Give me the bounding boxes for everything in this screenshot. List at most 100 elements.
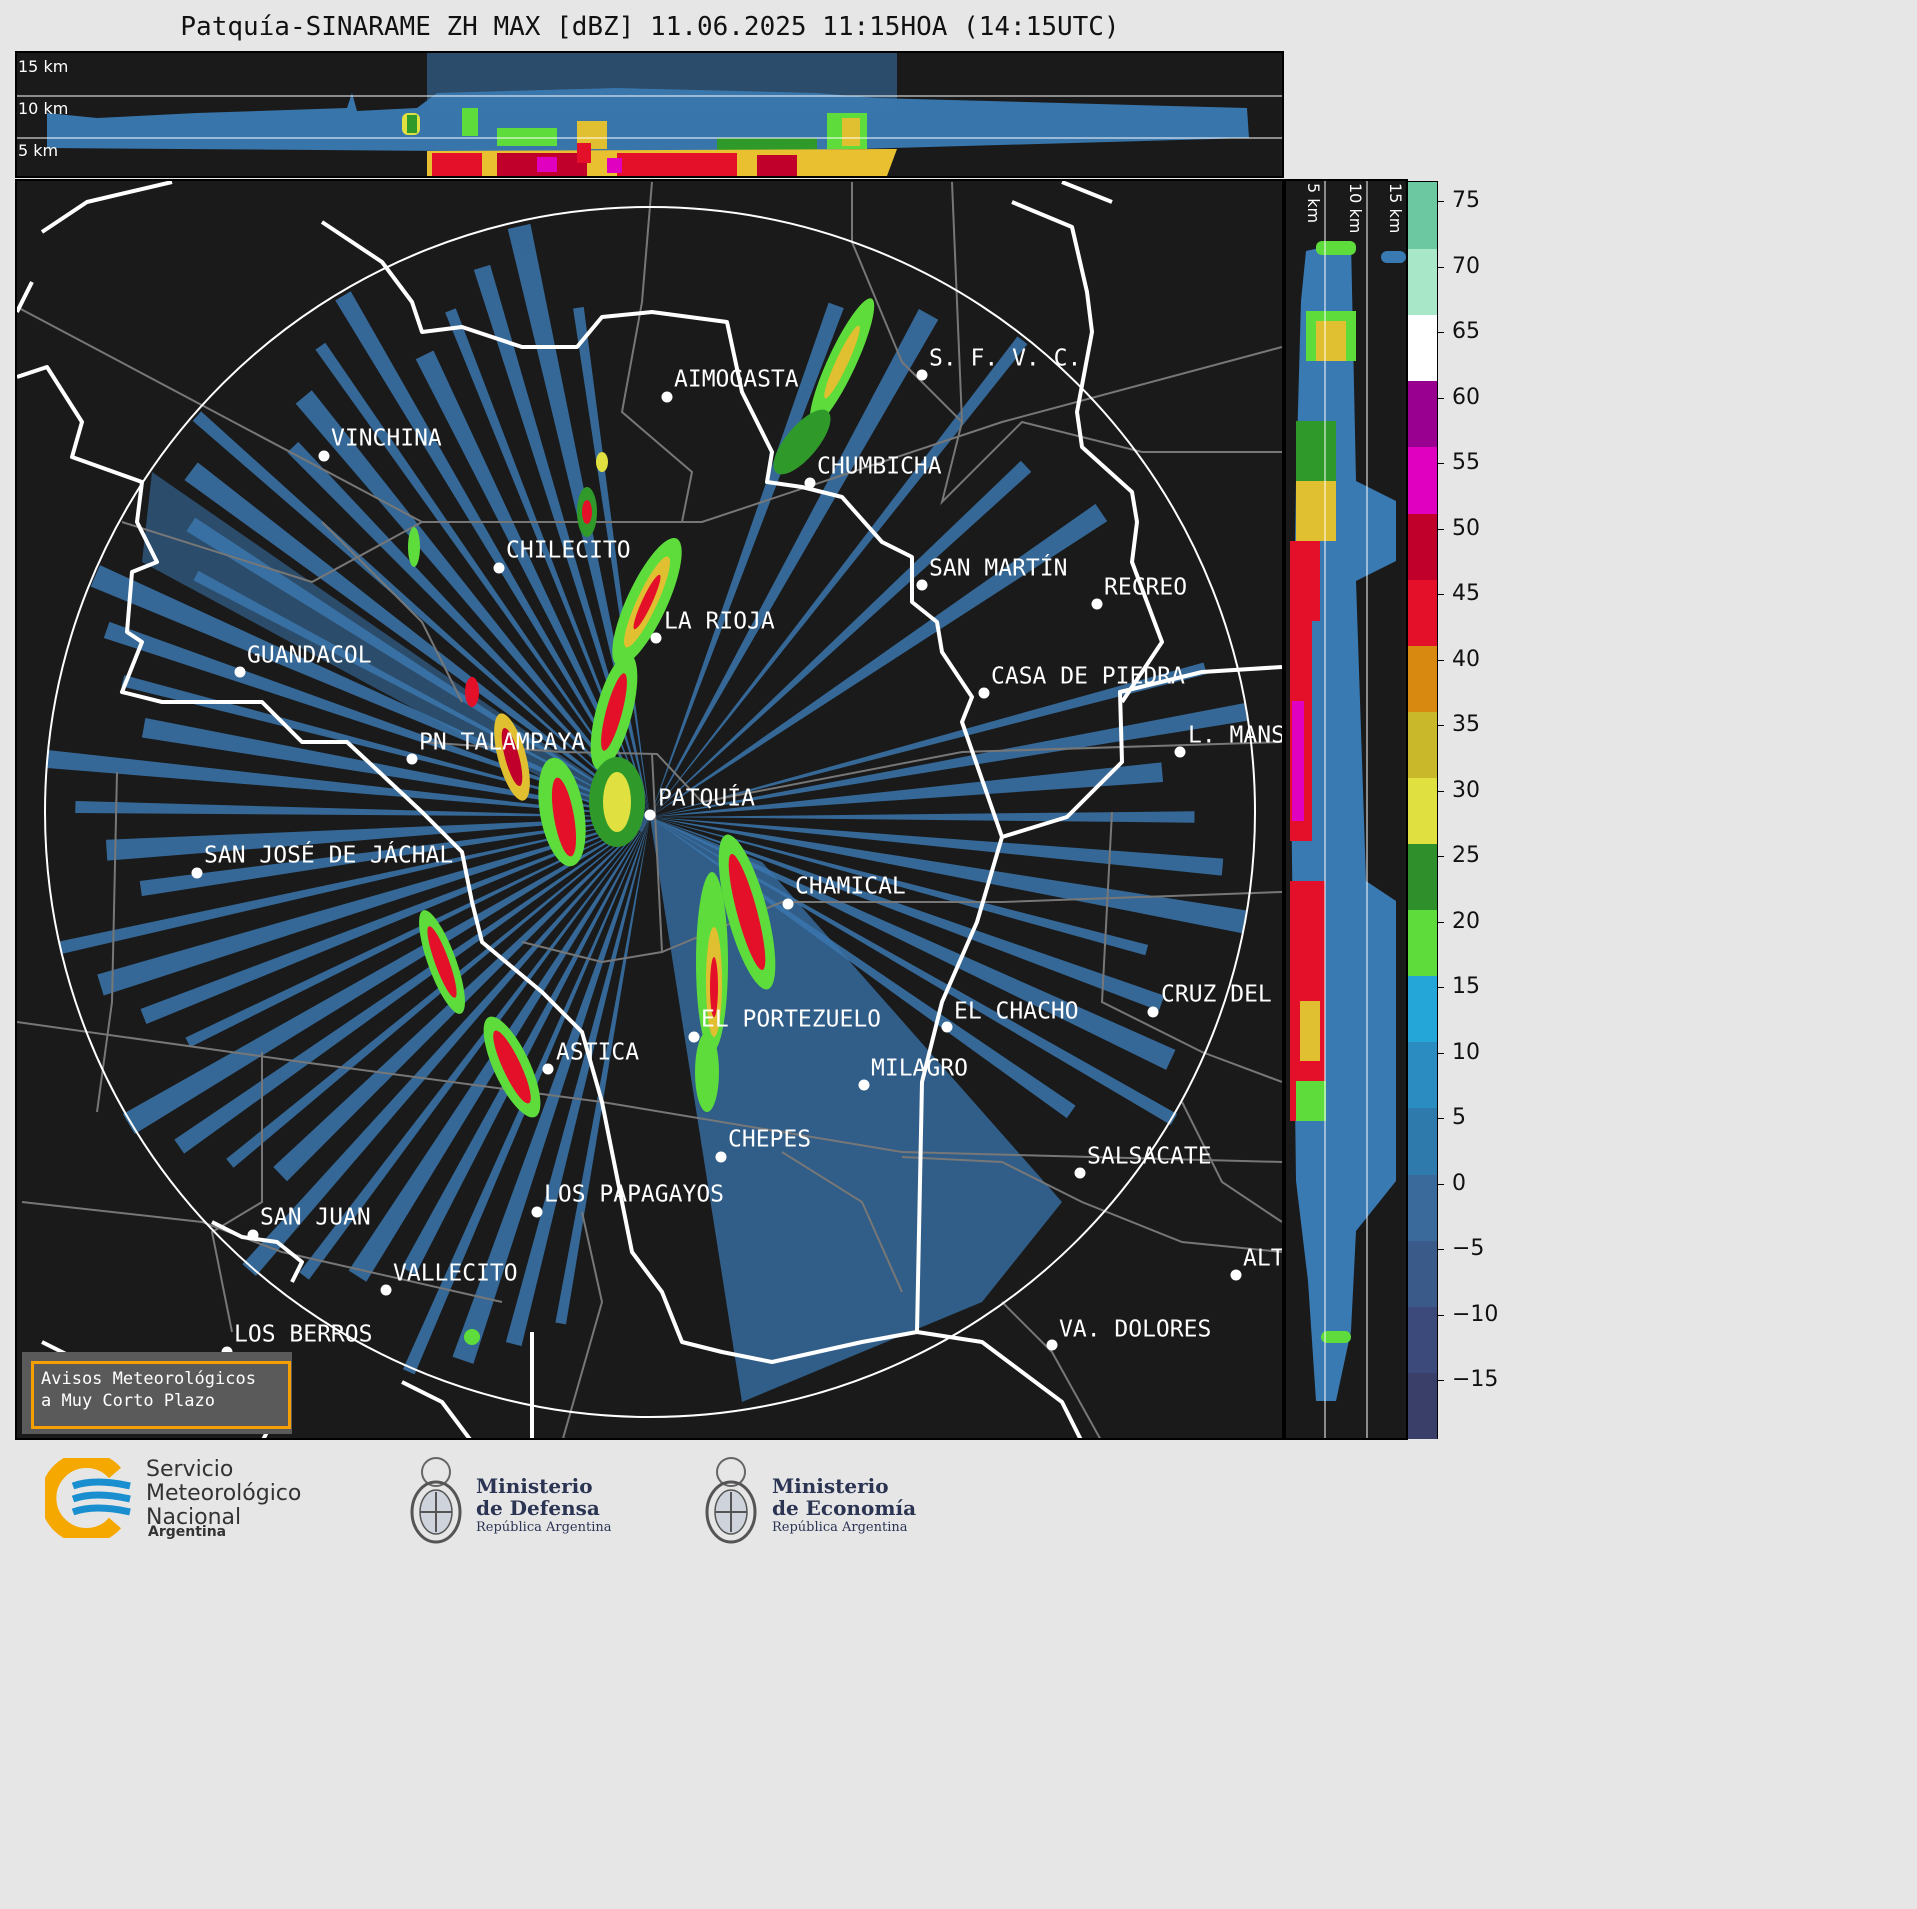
echo-ray — [75, 800, 650, 817]
place-marker — [191, 867, 203, 879]
place-label: CHUMBICHA — [817, 454, 942, 480]
place-marker — [531, 1206, 543, 1218]
echo-ray — [192, 411, 650, 817]
echo-ray — [46, 750, 651, 817]
colorbar-tick-label: 75 — [1452, 188, 1480, 213]
echo-ray — [299, 817, 650, 1280]
echo-ray — [174, 817, 650, 1154]
place-marker — [650, 632, 662, 644]
colorbar-segment — [1408, 314, 1437, 382]
place-marker — [644, 809, 656, 821]
economia-line-2: de Economía — [772, 1496, 917, 1520]
colorbar-segment — [1408, 776, 1437, 845]
colorbar-tick-label: 65 — [1452, 319, 1480, 344]
notice-box: Avisos Meteorológicos a Muy Corto Plazo — [22, 1352, 292, 1434]
colorbar-segment — [1408, 578, 1437, 646]
echo-ray — [650, 817, 1149, 956]
colorbar-tick-label: 45 — [1452, 581, 1480, 606]
place-marker — [804, 477, 816, 489]
colorbar-tick-label: 5 — [1452, 1105, 1466, 1130]
colorbar-tick — [1438, 266, 1444, 268]
top-cross-section-echo — [17, 53, 1282, 176]
place-label: SALSACATE — [1087, 1144, 1212, 1170]
place-marker — [715, 1151, 727, 1163]
defensa-line-1: Ministerio — [476, 1474, 593, 1498]
place-marker — [1074, 1167, 1086, 1179]
place-label: PATQUÍA — [658, 784, 755, 812]
place-marker — [318, 450, 330, 462]
place-label: LOS PAPAGAYOS — [544, 1182, 724, 1208]
colorbar-segment — [1408, 1305, 1437, 1373]
notice-line-1: Avisos Meteorológicos — [41, 1369, 256, 1389]
place-label: VINCHINA — [331, 426, 442, 452]
echo-ray — [226, 817, 650, 1168]
colorbar-tick-label: 60 — [1452, 384, 1480, 410]
echo-ray — [650, 503, 1108, 817]
colorbar-segment — [1408, 182, 1437, 250]
colorbar-segment — [1408, 843, 1437, 911]
place-label: CHILECITO — [506, 538, 631, 564]
colorbar-segment — [1408, 1041, 1437, 1109]
colorbar-tick-label: 55 — [1452, 450, 1480, 475]
colorbar-segment — [1408, 512, 1437, 580]
colorbar-tick-label: 40 — [1452, 646, 1480, 672]
smn-line-2: Meteorológico — [146, 1481, 302, 1506]
echo-ray — [295, 390, 650, 817]
place-label: S. F. V. C. — [929, 346, 1081, 372]
coat-of-arms-economia-icon — [705, 1457, 757, 1544]
height-label-15km: 15 km — [18, 57, 69, 76]
place-marker — [1046, 1339, 1058, 1351]
place-marker — [916, 369, 928, 381]
colorbar-segment — [1408, 1173, 1437, 1241]
defensa-line-2: de Defensa — [476, 1496, 600, 1520]
colorbar-tick — [1438, 201, 1444, 202]
place-label: CHEPES — [728, 1127, 811, 1153]
colorbar-segment — [1408, 644, 1437, 712]
echo-ray — [140, 817, 650, 1025]
colorbar-segment — [1408, 909, 1437, 977]
colorbar-segment — [1408, 1371, 1437, 1439]
colorbar-segment — [1408, 710, 1437, 778]
colorbar-tick-label: −10 — [1452, 1301, 1499, 1327]
place-label: SAN JOSÉ DE JÁCHAL — [204, 841, 453, 869]
place-label: GUANDACOL — [247, 643, 372, 669]
colorbar-tick-label: −15 — [1452, 1367, 1499, 1392]
storm-cells — [408, 298, 875, 1345]
defensa-logo-text: Ministerio de Defensa — [476, 1475, 600, 1519]
echo-ray — [650, 762, 1164, 817]
echo-ray — [315, 342, 650, 817]
colorbar-tick — [1438, 1052, 1444, 1054]
colorbar-tick — [1438, 921, 1444, 923]
echo-ray — [650, 309, 939, 817]
colorbar-tick — [1438, 1380, 1444, 1381]
colorbar-segment — [1408, 380, 1437, 448]
place-label: RECREO — [1104, 575, 1187, 601]
place-marker — [661, 391, 673, 403]
place-label: LOS BERROS — [234, 1322, 372, 1348]
place-marker — [858, 1079, 870, 1091]
echo-ray — [650, 703, 1248, 817]
colorbar-segment — [1408, 248, 1437, 316]
place-marker — [978, 687, 990, 699]
place-label: SAN JUAN — [260, 1205, 371, 1231]
smn-logo-text: Servicio Meteorológico Nacional — [146, 1458, 301, 1530]
place-label: PN TALAMPAYA — [419, 730, 585, 756]
colorbar-tick-label: 30 — [1452, 777, 1480, 803]
height-label-10km: 10 km — [18, 99, 69, 118]
colorbar-segment — [1408, 1239, 1437, 1307]
colorbar-segment — [1408, 975, 1437, 1043]
place-marker — [1230, 1269, 1242, 1281]
place-marker — [1174, 746, 1186, 758]
colorbar-tick — [1438, 397, 1444, 399]
place-marker — [1091, 598, 1103, 610]
place-marker — [542, 1063, 554, 1075]
reflectivity-colorbar — [1407, 181, 1438, 1439]
place-label: CASA DE PIEDRA — [991, 664, 1185, 690]
echo-area-northwest — [142, 472, 650, 832]
side-height-label-5km: 5 km — [1304, 183, 1323, 224]
economia-logo-text: Ministerio de Economía — [772, 1475, 916, 1519]
colorbar-tick — [1438, 1314, 1444, 1316]
side-height-label-10km: 10 km — [1346, 183, 1365, 234]
place-label: CHAMICAL — [795, 874, 906, 900]
colorbar-segment — [1408, 446, 1437, 514]
